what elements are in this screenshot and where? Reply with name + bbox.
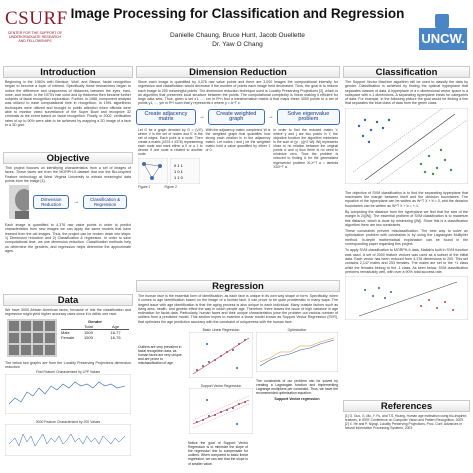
matrix-figure-2: 0 1 1 1 0 1 1 1 0 bbox=[170, 158, 200, 185]
poster-body: Introduction Beginning in the 1960's wit… bbox=[3, 66, 470, 470]
data-heading: Data bbox=[3, 294, 133, 306]
face-grid-image bbox=[7, 318, 57, 357]
classification-text-5: To apply SVM classification to MORPH-II … bbox=[345, 248, 468, 274]
adjacency-text: Let G be a graph denoted by G = (V,E) wh… bbox=[138, 127, 203, 157]
table-header-age: Age bbox=[111, 323, 120, 329]
arrow-right-icon: → bbox=[198, 113, 205, 120]
poster-title: Image Processing for Classification and … bbox=[70, 6, 405, 21]
dimension-reduction-text: Since each image is quantified by 4,376 … bbox=[138, 80, 338, 106]
dimension-reduction-box: Dimension Reduction bbox=[33, 195, 70, 210]
gender-table-title: Gender bbox=[87, 318, 102, 324]
objective-heading: Objective bbox=[3, 152, 133, 164]
regression-section: Regression The human face is the essenti… bbox=[136, 280, 340, 466]
gender-table: Gender Total Age Male 1500 16-77 Female … bbox=[61, 319, 129, 357]
face-photo-icon bbox=[9, 185, 30, 220]
data-section: Data We have 3000 African American faces… bbox=[3, 294, 133, 461]
author-names: Danielle Chaung, Bruce Hunt, Jacob Ouell… bbox=[170, 32, 305, 39]
optimization-plot bbox=[255, 331, 339, 373]
classification-text: The Support Vector Machine algorithm wil… bbox=[345, 80, 468, 106]
regression-text: The human face is the essential form of … bbox=[138, 294, 338, 324]
optimization-title: Optimization bbox=[287, 328, 307, 333]
table-row: Male 1500 16-77 bbox=[61, 329, 121, 335]
objective-text: This project focuses on identifying char… bbox=[5, 166, 131, 183]
lpp-plot-1 bbox=[4, 373, 132, 415]
classification-regression-box: Classification & Regression bbox=[83, 195, 127, 210]
data-text: We have 3000 African American faces, bec… bbox=[5, 308, 131, 317]
references-heading: References bbox=[343, 400, 470, 412]
svm-separation-plot bbox=[344, 107, 469, 184]
lagrangian-note: The constraints of our problem can be so… bbox=[256, 379, 338, 396]
eigen-text: In order to find the reduced matrix Y, w… bbox=[273, 127, 339, 169]
figure-2-caption: Figure 2 bbox=[164, 185, 177, 190]
objective-section: Objective This project focuses on identi… bbox=[3, 152, 133, 253]
dimension-reduction-heading: Dimension Reduction bbox=[136, 66, 340, 78]
reference-item: [1] G. Guo, G. Mu, Y. Fu, and T.S. Huang… bbox=[345, 414, 467, 422]
graph-figure-1 bbox=[138, 158, 168, 185]
classification-text-2: The objective of SVM classification is t… bbox=[345, 190, 468, 208]
uncw-seahawk-icon bbox=[435, 14, 449, 28]
flow-step-weighted-graph: Create weighted graph bbox=[207, 108, 265, 125]
table-header-total: Total bbox=[84, 323, 93, 329]
svr-title: Support Vector Regression bbox=[200, 384, 242, 389]
lpp-plot-2 bbox=[4, 423, 132, 457]
uncw-logo: UNCW. bbox=[419, 28, 467, 50]
right-column: Classification The Support Vector Machin… bbox=[343, 66, 470, 470]
classification-section: Classification The Support Vector Machin… bbox=[343, 66, 470, 325]
csurf-logo-sub: CENTER FOR THE SUPPORT OF UNDERGRADUATE … bbox=[7, 31, 63, 43]
dimension-reduction-section: Dimension Reduction Since each image is … bbox=[136, 66, 340, 190]
arrow-right-icon: → bbox=[73, 199, 80, 206]
svg-text:1 1 0: 1 1 0 bbox=[174, 175, 184, 180]
svr-note: Notice the goal of Support Vector Regres… bbox=[188, 441, 248, 466]
regression-heading: Regression bbox=[136, 280, 340, 292]
weighted-graph-text: With the adjacency matrix completed, W i… bbox=[205, 127, 271, 153]
svr-equation-label: Support Vector regression bbox=[274, 397, 320, 402]
advisor-name: Dr. Yaw O Chang bbox=[212, 40, 263, 48]
linear-regression-plot bbox=[188, 331, 254, 379]
outlier-note: Outliers are very prevalent in facial re… bbox=[138, 345, 182, 366]
csurf-logo: CSURF CENTER FOR THE SUPPORT OF UNDERGRA… bbox=[5, 8, 68, 44]
classification-text-3: By computing the distance from the hyper… bbox=[345, 209, 468, 227]
classification-text-4: These constraints prevent misclassificat… bbox=[345, 229, 468, 247]
middle-column: Dimension Reduction Since each image is … bbox=[136, 66, 340, 470]
linear-regression-title: Basic Linear Regression bbox=[202, 328, 240, 333]
poster-header: CSURF CENTER FOR THE SUPPORT OF UNDERGRA… bbox=[0, 0, 473, 66]
objective-text-2: Each image is quantified to 4,376 raw va… bbox=[5, 223, 131, 253]
svm-results-plot bbox=[344, 275, 469, 321]
plot2-title: 3000 Feature Characterized by 200 Values bbox=[35, 420, 101, 425]
flow-step-eigenvalue: Solve eigenvalue problem bbox=[276, 108, 340, 125]
poster-authors: Danielle Chaung, Bruce Hunt, Jacob Ouell… bbox=[70, 32, 405, 49]
svg-text:1 0 1: 1 0 1 bbox=[174, 169, 184, 174]
csurf-logo-word: CSURF bbox=[5, 8, 68, 29]
introduction-text: Beginning in the 1960's with Bledsoe, Wo… bbox=[5, 80, 131, 127]
lpp-flowchart: Create adjacency matrix → Create weighte… bbox=[136, 108, 340, 125]
svg-text:0 1 1: 0 1 1 bbox=[174, 163, 184, 168]
data-plot-caption: The below two graphs are from the Locali… bbox=[5, 360, 131, 369]
references-section: References [1] G. Guo, G. Mu, Y. Fu, and… bbox=[343, 400, 470, 432]
introduction-section: Introduction Beginning in the 1960's wit… bbox=[3, 66, 133, 127]
figure-1-caption: Figure 1 bbox=[138, 185, 151, 190]
classification-heading: Classification bbox=[343, 66, 470, 78]
reference-item: [2] X. He and P. Niyogi, Locality Preser… bbox=[345, 422, 462, 430]
svr-plot bbox=[188, 387, 254, 435]
flow-step-adjacency: Create adjacency matrix bbox=[136, 108, 196, 125]
arrow-right-icon: → bbox=[267, 113, 274, 120]
table-row: Female 1500 16-75 bbox=[61, 334, 121, 340]
plot1-title: First Feature Characterized by LPP Value… bbox=[35, 370, 101, 375]
introduction-heading: Introduction bbox=[3, 66, 133, 78]
left-column: Introduction Beginning in the 1960's wit… bbox=[3, 66, 133, 470]
